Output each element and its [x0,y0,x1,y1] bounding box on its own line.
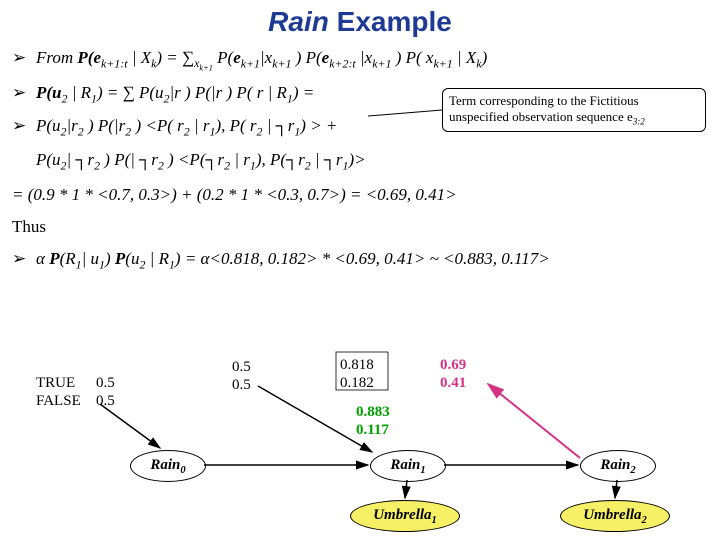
node-umbrella2: Umbrella2 [560,500,670,532]
line-5: = (0.9 * 1 * <0.7, 0.3>) + (0.2 * 1 * <0… [12,185,708,205]
prior-table: TRUE0.5 FALSE0.5 [36,374,115,410]
t: From [36,48,77,67]
edge-prior-rain0 [100,404,160,448]
line-thus: Thus [12,217,708,237]
title-example: Example [329,6,452,37]
trans-values: 0.5 0.5 [232,358,251,394]
bullet-line-1: From P(ek+1:t | Xk) = ∑xk+1 P(ek+1|xk+1 … [12,48,708,73]
edge-rain2-umb2 [615,480,617,498]
edge-magenta [488,384,580,458]
forward-values: 0.818 0.182 [340,356,374,392]
edge-trans-rain1 [258,386,372,452]
page-title: Rain Example [0,0,720,38]
smooth-values: 0.883 0.117 [356,403,390,439]
backward-values: 0.69 0.41 [440,356,466,392]
bullet-line-6: α P(R1| u1) P(u2 | R1) = α<0.818, 0.182>… [12,249,708,272]
edge-rain1-umb1 [405,480,407,498]
title-rain: Rain [268,6,329,37]
node-umbrella1: Umbrella1 [350,500,460,532]
node-rain1: Rain1 [370,450,446,482]
callout-line1: Term corresponding to the Fictitious [449,93,699,109]
line-4: P(u2| ┐r2 ) P(| ┐r2 ) <P(┐r2 | r1), P(┐r… [36,150,708,173]
callout-pointer [368,110,442,116]
callout-box: Term corresponding to the Fictitious uns… [442,88,706,132]
t: P(e [77,48,101,67]
callout-line2: unspecified observation sequence e3:2 [449,109,699,128]
node-rain0: Rain0 [130,450,206,482]
node-rain2: Rain2 [580,450,656,482]
